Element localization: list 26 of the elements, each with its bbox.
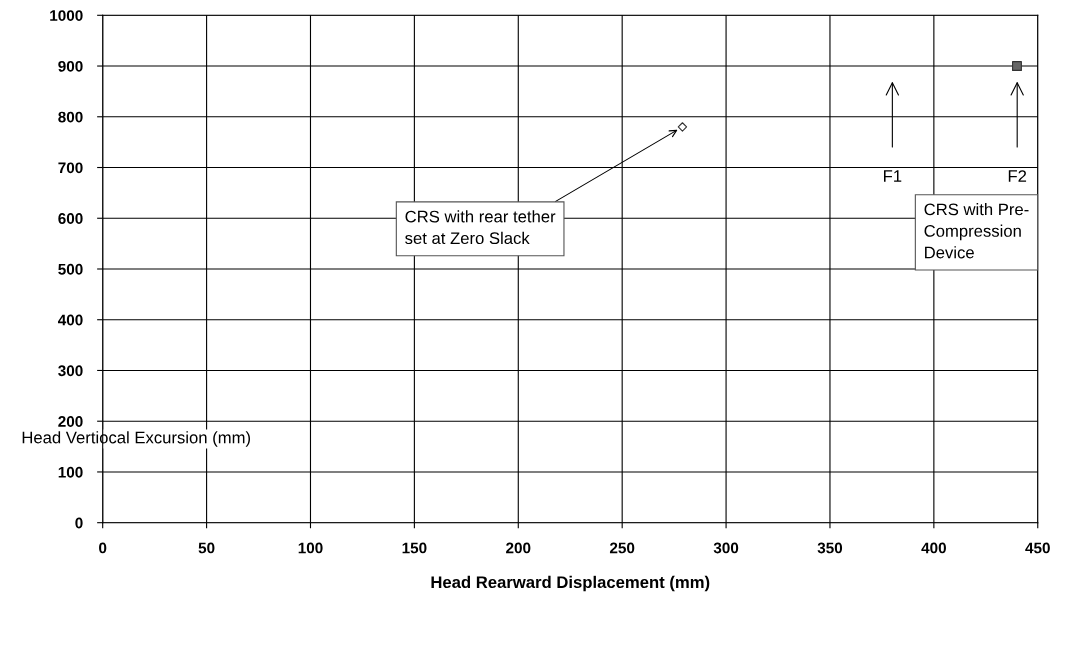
- y-tick-label: 0: [75, 517, 83, 529]
- annotation: F1: [884, 170, 902, 182]
- annotation: CRS with rear tether set at Zero Slack: [405, 210, 556, 245]
- annotation: CRS with Pre- Compression Device: [924, 203, 1029, 259]
- y-tick-label: 300: [58, 365, 83, 377]
- x-axis-title: Head Rearward Displacement (mm): [431, 575, 710, 592]
- y-tick-label: 100: [58, 466, 83, 478]
- x-tick-label: 300: [713, 542, 739, 554]
- y-tick-label: 1000: [50, 10, 83, 21]
- x-tick-label: 150: [402, 542, 427, 554]
- x-tick-label: 0: [99, 542, 107, 554]
- y-tick-label: 500: [58, 263, 83, 275]
- x-tick-label: 250: [609, 542, 635, 554]
- y-tick-label: 600: [58, 213, 83, 224]
- x-tick-label: 400: [921, 542, 946, 554]
- annotation: F2: [1008, 170, 1027, 182]
- x-tick-label: 100: [298, 542, 323, 554]
- y-tick-label: 700: [58, 162, 83, 174]
- y-tick-label: 400: [57, 314, 83, 326]
- y-tick-label: 900: [58, 60, 83, 72]
- x-tick-label: 350: [817, 542, 843, 554]
- x-tick-label: 200: [506, 542, 531, 554]
- y-tick-label: 200: [58, 416, 83, 427]
- y-tick-label: 800: [58, 111, 83, 123]
- x-tick-label: 50: [198, 542, 215, 554]
- x-tick-label: 450: [1025, 542, 1050, 554]
